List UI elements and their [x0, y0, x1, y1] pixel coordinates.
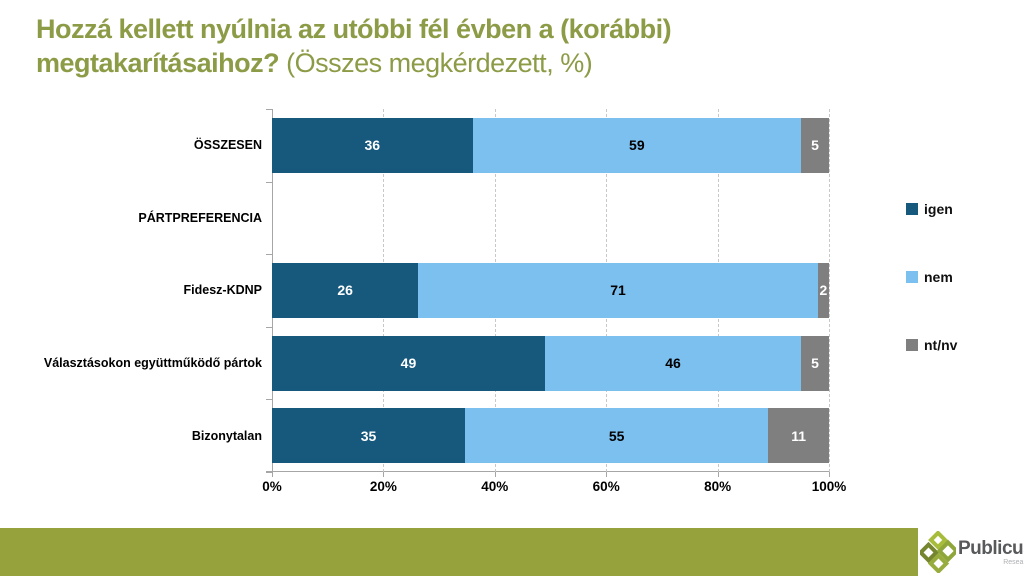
legend-label-igen: igen: [924, 201, 953, 217]
stacked-bar: 36 59 5: [272, 117, 829, 173]
y-tick: [266, 109, 272, 110]
legend-swatch-nem: [906, 271, 918, 283]
category-label: ÖSSZESEN: [193, 138, 262, 153]
gridline-100%: [829, 109, 830, 472]
category-label: Fidesz-KDNP: [183, 283, 262, 298]
x-tick-20%: [383, 472, 385, 477]
x-tick-0%: [272, 472, 273, 477]
category-axis-labels: ÖSSZESEN PÁRTPREFERENCIA Fidesz-KDNP Válasz…: [0, 109, 262, 472]
x-tick-label: 80%: [704, 479, 732, 494]
bar-row: 26 71 2: [272, 254, 829, 327]
legend: igen nem nt/nv: [906, 201, 957, 405]
legend-swatch-ntnv: [906, 339, 918, 351]
bar-segment-igen: 26: [272, 262, 419, 318]
bar-segment-nem: 55: [465, 408, 769, 464]
bar-segment-ntnv: 2: [817, 262, 829, 318]
brand-text: Publicus Research: [958, 539, 1024, 566]
legend-swatch-igen: [906, 203, 918, 215]
x-tick-label: 0%: [262, 479, 282, 494]
bar-segment-igen: 49: [272, 335, 545, 391]
y-tick: [266, 181, 272, 183]
legend-item-nem: nem: [906, 269, 957, 285]
bar-row: 49 46 5: [272, 327, 829, 400]
x-tick-60%: [606, 472, 608, 477]
legend-item-ntnv: nt/nv: [906, 337, 957, 353]
bar-row: 36 59 5: [272, 109, 829, 182]
publicus-logo: Publicus Research: [918, 528, 1024, 576]
x-tick-100%: [829, 472, 830, 477]
bar-segment-ntnv: 11: [768, 408, 829, 464]
bar-segment-ntnv: 5: [801, 117, 829, 173]
stacked-bar: 49 46 5: [272, 335, 829, 391]
bar-segment-igen: 36: [272, 117, 473, 173]
chart-title-line1: Hozzá kellett nyúlnia az utóbbi fél évbe…: [36, 14, 672, 44]
legend-label-nem: nem: [924, 269, 953, 285]
x-tick-label: 40%: [481, 479, 509, 494]
category-label: PÁRTPREFERENCIA: [138, 210, 262, 225]
y-tick: [266, 326, 272, 328]
y-tick: [266, 254, 272, 256]
x-tick-80%: [717, 472, 719, 477]
x-tick-40%: [494, 472, 496, 477]
bar-row: 35 55 11: [272, 399, 829, 472]
chart-subtitle: (Összes megkérdezett, %): [279, 48, 593, 78]
bar-segment-nem: 46: [544, 335, 802, 391]
bar-segment-nem: 59: [472, 117, 802, 173]
legend-item-igen: igen: [906, 201, 957, 217]
brand-subtitle: Research: [1003, 558, 1024, 566]
category-label: Választásokon együttműködő pártok: [43, 356, 262, 371]
legend-label-ntnv: nt/nv: [924, 337, 958, 353]
y-tick: [266, 399, 272, 401]
x-tick-label: 60%: [592, 479, 620, 494]
brand-name: Publicus: [958, 537, 1024, 559]
category-label: Bizonytalan: [191, 428, 262, 443]
plot-area: 36 59 5 26 71 2 49 46 5 35 55 11: [266, 109, 830, 477]
stacked-bar: 26 71 2: [272, 262, 829, 318]
bar-segment-nem: 71: [418, 262, 818, 318]
bar-segment-ntnv: 5: [801, 335, 829, 391]
publicus-diamonds-icon: [920, 531, 956, 573]
y-tick: [266, 472, 272, 473]
footer-accent-bar: [0, 528, 918, 576]
x-tick-label: 20%: [369, 479, 397, 494]
bar-segment-igen: 35: [272, 408, 466, 464]
chart-title: Hozzá kellett nyúlnia az utóbbi fél évbe…: [36, 12, 956, 80]
x-tick-label: 100%: [811, 479, 847, 494]
chart-title-line2-bold: megtakarításaihoz?: [36, 48, 280, 78]
x-axis-line: [266, 471, 829, 472]
stacked-bar: 35 55 11: [272, 408, 829, 464]
